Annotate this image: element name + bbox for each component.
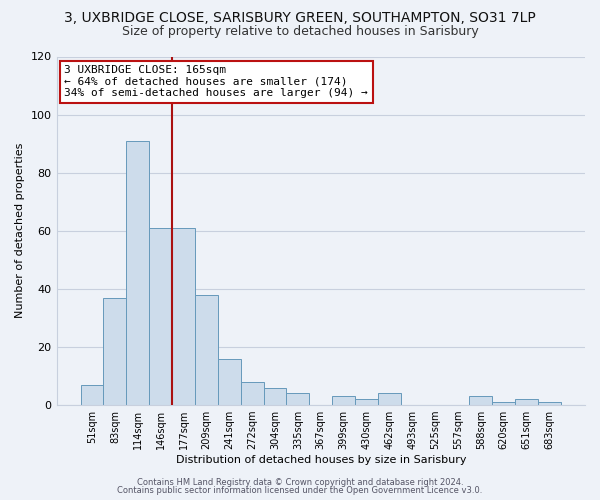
Text: 3, UXBRIDGE CLOSE, SARISBURY GREEN, SOUTHAMPTON, SO31 7LP: 3, UXBRIDGE CLOSE, SARISBURY GREEN, SOUT… [64, 12, 536, 26]
X-axis label: Distribution of detached houses by size in Sarisbury: Distribution of detached houses by size … [176, 455, 466, 465]
Bar [149, 228, 172, 405]
Bar [195, 294, 218, 405]
Text: 3 UXBRIDGE CLOSE: 165sqm
← 64% of detached houses are smaller (174)
34% of semi-: 3 UXBRIDGE CLOSE: 165sqm ← 64% of detach… [64, 65, 368, 98]
Bar [172, 228, 195, 405]
Bar [515, 400, 538, 405]
Bar [355, 400, 378, 405]
Bar [378, 394, 401, 405]
Bar [286, 394, 310, 405]
Text: Contains public sector information licensed under the Open Government Licence v3: Contains public sector information licen… [118, 486, 482, 495]
Text: Size of property relative to detached houses in Sarisbury: Size of property relative to detached ho… [122, 25, 478, 38]
Y-axis label: Number of detached properties: Number of detached properties [15, 143, 25, 318]
Bar [538, 402, 561, 405]
Bar [263, 388, 286, 405]
Bar [332, 396, 355, 405]
Bar [493, 402, 515, 405]
Bar [469, 396, 493, 405]
Bar [80, 384, 103, 405]
Bar [218, 358, 241, 405]
Bar [103, 298, 127, 405]
Text: Contains HM Land Registry data © Crown copyright and database right 2024.: Contains HM Land Registry data © Crown c… [137, 478, 463, 487]
Bar [241, 382, 263, 405]
Bar [127, 140, 149, 405]
